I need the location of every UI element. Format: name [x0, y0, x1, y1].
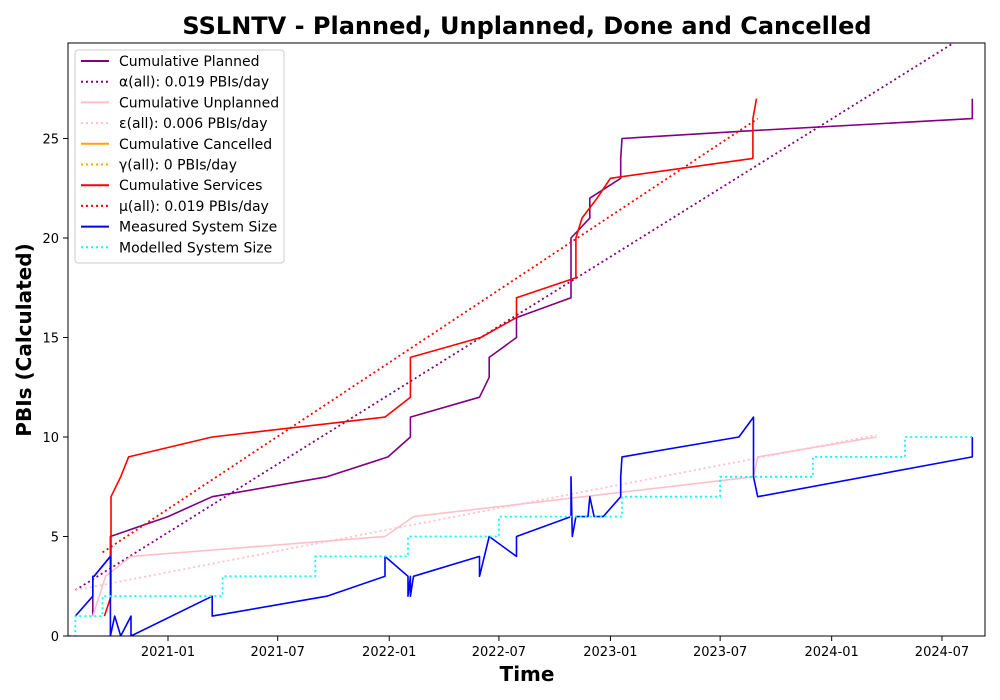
- y-tick-label: 15: [42, 332, 59, 347]
- y-tick-label: 0: [51, 630, 59, 645]
- y-axis: 0 5 10 15 20 25: [42, 133, 68, 645]
- y-tick-label: 20: [42, 232, 59, 247]
- x-tick-label: 2024-07: [915, 645, 969, 660]
- legend-entries: Cumulative Planned α(all): 0.019 PBIs/day…: [81, 54, 279, 256]
- series-line-all-0-006-pbis-day: [75, 434, 877, 592]
- series-line-all-0-019-pbis-day: [102, 117, 759, 554]
- legend-label: Cumulative Unplanned: [119, 95, 279, 111]
- x-tick-label: 2021-07: [251, 645, 305, 660]
- x-tick-label: 2021-01: [141, 645, 195, 660]
- legend-label: Cumulative Services: [119, 178, 262, 194]
- x-tick-label: 2023-01: [583, 645, 637, 660]
- legend-box: [74, 49, 285, 264]
- legend-label: Measured System Size: [119, 220, 277, 236]
- series-line-cumulative-services: [103, 98, 758, 617]
- x-tick-label: 2022-07: [472, 645, 526, 660]
- x-tick-label: 2024-01: [804, 645, 858, 660]
- legend-label: Cumulative Planned: [119, 54, 260, 70]
- x-axis-label: Time: [500, 662, 555, 686]
- legend-label: Modelled System Size: [119, 240, 272, 256]
- series-layer: [69, 43, 974, 636]
- legend-label: μ(all): 0.019 PBIs/day: [119, 199, 269, 215]
- y-tick-label: 25: [42, 133, 59, 148]
- plot-area: [67, 42, 986, 637]
- x-tick-label: 2023-07: [693, 645, 747, 660]
- legend-label: α(all): 0.019 PBIs/day: [119, 75, 269, 91]
- legend-label: Cumulative Cancelled: [119, 137, 272, 153]
- series-line-cumulative-planned: [92, 98, 974, 617]
- legend: Cumulative Planned α(all): 0.019 PBIs/day…: [74, 49, 285, 264]
- legend-label: γ(all): 0 PBIs/day: [119, 158, 237, 174]
- series-line-measured-system-size: [74, 416, 974, 636]
- y-tick-label: 10: [42, 431, 59, 446]
- plot-frame: [67, 42, 986, 637]
- y-tick-label: 5: [51, 531, 59, 546]
- x-axis: 2021-01 2021-07 2022-01 2022-07 2023-01 2023-…: [141, 636, 969, 660]
- legend-label: ε(all): 0.006 PBIs/day: [119, 116, 267, 132]
- chart-title: SSLNTV - Planned, Unplanned, Done and Ca…: [182, 12, 871, 40]
- series-line-modelled-system-size: [69, 436, 973, 636]
- y-axis-label: PBIs (Calculated): [12, 243, 36, 436]
- x-tick-label: 2022-01: [362, 645, 416, 660]
